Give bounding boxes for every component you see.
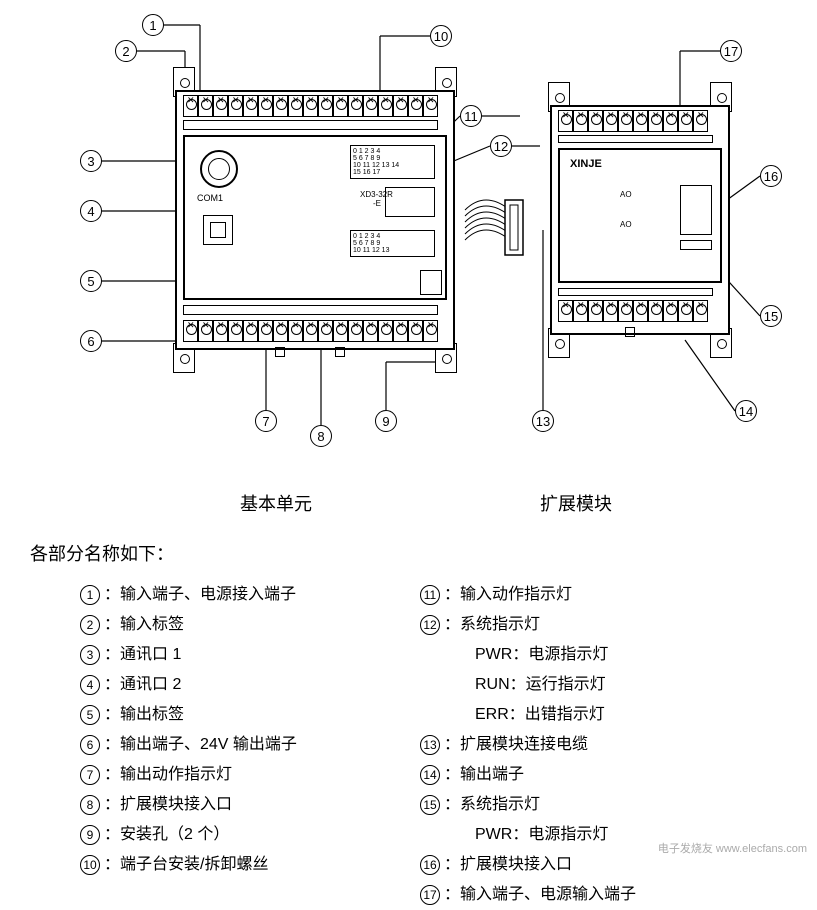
plc-extension-module: XINJE AO AO bbox=[550, 90, 730, 350]
part-item: 4：通讯口 2 bbox=[80, 670, 297, 700]
model-text-2: -E bbox=[373, 199, 381, 208]
part-item: 9：安装孔（2 个） bbox=[80, 820, 297, 850]
ribbon-cable bbox=[460, 170, 560, 270]
part-item: 13：扩展模块连接电缆 bbox=[420, 730, 636, 760]
callout-16: 16 bbox=[760, 165, 782, 187]
part-sub-item: RUN：运行指示灯 bbox=[475, 670, 636, 700]
com1-label: COM1 bbox=[197, 193, 223, 203]
screw-marker bbox=[275, 347, 285, 357]
part-sub-item: PWR：电源指示灯 bbox=[475, 640, 636, 670]
input-led-panel: 0 1 2 3 4 5 6 7 8 9 10 11 12 13 14 15 16… bbox=[350, 145, 435, 179]
part-item: 10：端子台安装/拆卸螺丝 bbox=[80, 850, 297, 880]
parts-title: 各部分名称如下： bbox=[30, 540, 174, 566]
ext-module-caption: 扩展模块 bbox=[540, 490, 612, 516]
sys-indicator-box bbox=[385, 187, 435, 217]
extension-port bbox=[420, 270, 442, 295]
parts-list-left: 1：输入端子、电源接入端子2：输入标签3：通讯口 14：通讯口 25：输出标签6… bbox=[80, 580, 297, 880]
part-item: 14：输出端子 bbox=[420, 760, 636, 790]
callout-2: 2 bbox=[115, 40, 137, 62]
part-sub-item: ERR：出错指示灯 bbox=[475, 700, 636, 730]
part-item: 8：扩展模块接入口 bbox=[80, 790, 297, 820]
callout-17: 17 bbox=[720, 40, 742, 62]
callout-6: 6 bbox=[80, 330, 102, 352]
part-item: 5：输出标签 bbox=[80, 700, 297, 730]
ext-output-label bbox=[558, 288, 713, 296]
ext-input-terminal-row bbox=[558, 110, 708, 132]
callout-8: 8 bbox=[310, 425, 332, 447]
ext-output-terminal-row bbox=[558, 300, 708, 322]
callout-14: 14 bbox=[735, 400, 757, 422]
plc-base-unit: COM1 0 1 2 3 4 5 6 7 8 9 10 11 12 13 14 … bbox=[175, 75, 455, 365]
part-item: 3：通讯口 1 bbox=[80, 640, 297, 670]
output-label-bar bbox=[183, 305, 438, 315]
com-port-2 bbox=[203, 215, 233, 245]
ext-sys-indicator bbox=[680, 185, 712, 235]
callout-9: 9 bbox=[375, 410, 397, 432]
diagram-area: 1 2 3 4 5 6 7 8 9 10 11 12 13 14 15 16 1… bbox=[20, 20, 800, 460]
part-item: 2：输入标签 bbox=[80, 610, 297, 640]
ao-label: AO bbox=[620, 190, 632, 199]
part-item: 12：系统指示灯 bbox=[420, 610, 636, 640]
part-item: 6：输出端子、24V 输出端子 bbox=[80, 730, 297, 760]
part-item: 1：输入端子、电源接入端子 bbox=[80, 580, 297, 610]
callout-12: 12 bbox=[490, 135, 512, 157]
part-item: 16：扩展模块接入口 bbox=[420, 850, 636, 880]
callout-11: 11 bbox=[460, 105, 482, 127]
part-sub-item: PWR：电源指示灯 bbox=[475, 820, 636, 850]
output-led-panel: 0 1 2 3 4 5 6 7 8 9 10 11 12 13 bbox=[350, 230, 435, 257]
callout-1: 1 bbox=[142, 14, 164, 36]
callout-4: 4 bbox=[80, 200, 102, 222]
screw-marker bbox=[335, 347, 345, 357]
part-item: 15：系统指示灯 bbox=[420, 790, 636, 820]
input-terminal-row bbox=[183, 95, 438, 117]
ao-label: AO bbox=[620, 220, 632, 229]
com-port-1 bbox=[200, 150, 238, 188]
callout-10: 10 bbox=[430, 25, 452, 47]
watermark: 电子发烧友 www.elecfans.com bbox=[658, 840, 807, 856]
callout-15: 15 bbox=[760, 305, 782, 327]
screw-marker bbox=[625, 327, 635, 337]
callout-13: 13 bbox=[532, 410, 554, 432]
input-label-bar bbox=[183, 120, 438, 130]
ext-model-label bbox=[680, 240, 712, 250]
part-item: 7：输出动作指示灯 bbox=[80, 760, 297, 790]
callout-7: 7 bbox=[255, 410, 277, 432]
ext-input-label bbox=[558, 135, 713, 143]
base-unit-caption: 基本单元 bbox=[240, 490, 312, 516]
part-item: 17：输入端子、电源输入端子 bbox=[420, 880, 636, 910]
callout-5: 5 bbox=[80, 270, 102, 292]
callout-3: 3 bbox=[80, 150, 102, 172]
brand-text: XINJE bbox=[570, 158, 602, 170]
output-terminal-row bbox=[183, 320, 438, 342]
part-item: 11：输入动作指示灯 bbox=[420, 580, 636, 610]
